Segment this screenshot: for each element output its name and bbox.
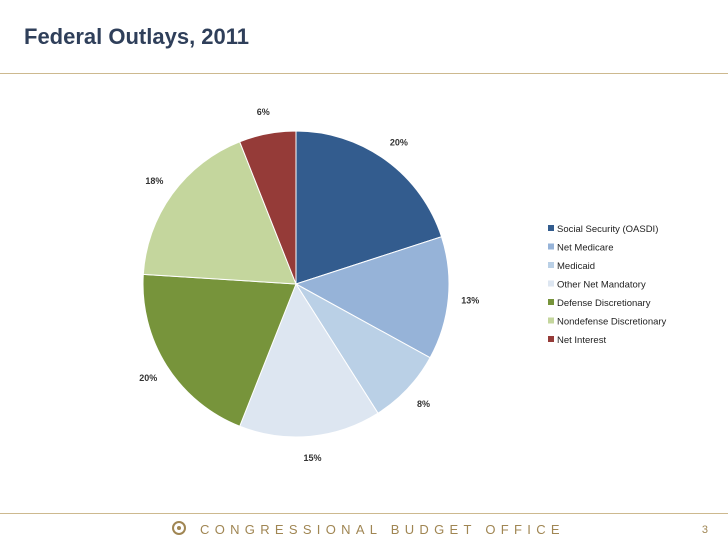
legend-swatch-defense-discretionary	[548, 299, 554, 305]
slice-label-nondefense-discretionary: 18%	[145, 176, 163, 186]
pie-slices	[142, 130, 450, 438]
legend-label-nondefense-discretionary: Nondefense Discretionary	[557, 317, 667, 328]
legend-swatch-net-interest	[548, 336, 554, 342]
page-number: 3	[701, 524, 708, 536]
pie-slice-defense-discretionary	[142, 273, 297, 427]
chart-legend: Social Security (OASDI) Net Medicare Medic…	[548, 224, 667, 346]
legend-swatch-social-security-oasdi	[548, 225, 554, 231]
legend-label-other-net-mandatory: Other Net Mandatory	[557, 280, 646, 291]
slice-label-medicaid: 8%	[417, 399, 430, 409]
pie-slice-other-net-mandatory	[239, 282, 379, 438]
pie-labels: 20% 13% 8% 15% 20% 18% 6%	[139, 107, 479, 463]
cbo-seal-icon	[172, 521, 186, 535]
legend-swatch-medicaid	[548, 262, 554, 268]
footer-divider	[0, 513, 728, 514]
pie-slice-net-medicare	[294, 236, 450, 359]
legend-label-medicaid: Medicaid	[557, 261, 595, 272]
slice-label-social-security-oasdi: 20%	[390, 137, 408, 147]
slice-label-other-net-mandatory: 15%	[303, 453, 321, 463]
legend-label-defense-discretionary: Defense Discretionary	[557, 298, 651, 309]
legend-swatch-nondefense-discretionary	[548, 317, 554, 324]
legend-label-net-interest: Net Interest	[557, 335, 606, 346]
footer-org: CONGRESSIONAL BUDGET OFFICE	[200, 522, 565, 537]
pie-slice-nondefense-discretionary	[142, 141, 297, 285]
pie-slice-net-interest	[239, 130, 297, 285]
header-divider	[0, 73, 728, 74]
pie-slice-social-security-oasdi	[295, 130, 443, 285]
page-title: Federal Outlays, 2011	[24, 24, 250, 49]
slice-label-net-interest: 6%	[257, 107, 270, 117]
legend-label-net-medicare: Net Medicare	[557, 243, 614, 254]
legend-label-social-security-oasdi: Social Security (OASDI)	[557, 224, 658, 235]
slice-label-net-medicare: 13%	[461, 295, 479, 305]
legend-swatch-other-net-mandatory	[548, 280, 554, 287]
legend-swatch-net-medicare	[548, 243, 554, 250]
slice-label-defense-discretionary: 20%	[139, 373, 157, 383]
